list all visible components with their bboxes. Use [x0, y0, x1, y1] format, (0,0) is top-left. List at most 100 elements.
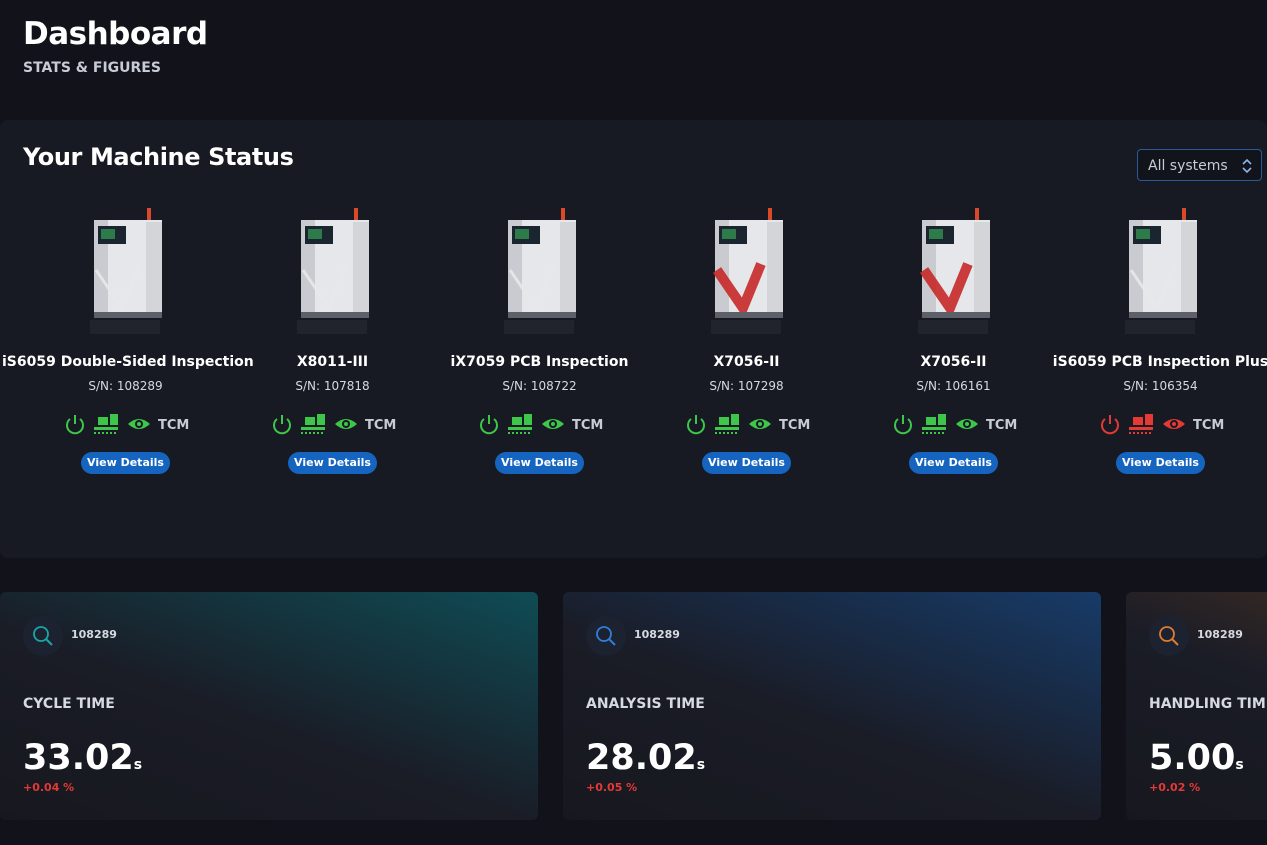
- machine-shape: [560, 222, 576, 312]
- machine-serial: S/N: 108722: [502, 379, 577, 393]
- metric-card: 108289 HANDLING TIME 5.00s +0.02 %: [1126, 592, 1267, 820]
- status-icons: TCM: [273, 414, 396, 435]
- status-icons: TCM: [66, 414, 189, 435]
- machine-name: X8011-III: [296, 354, 369, 370]
- machine-shape: [711, 320, 781, 334]
- machine-name: iS6059 PCB Inspection Plus: [1052, 354, 1267, 370]
- machine-shape: [504, 320, 574, 334]
- machine-shape: [768, 208, 772, 220]
- icon-handle: [45, 638, 53, 646]
- status-icon: [1101, 418, 1119, 435]
- status-icon: [137, 422, 141, 426]
- tcm-label: TCM: [572, 418, 603, 433]
- metric-value-row: 28.02s: [586, 738, 705, 778]
- icon-glass: [596, 626, 612, 642]
- status-icons: TCM: [687, 414, 810, 435]
- status-icons: TCM: [894, 414, 1017, 435]
- machine-shape: [918, 320, 988, 334]
- machine-shape: [715, 312, 783, 318]
- machine-shape: [301, 263, 349, 312]
- machine-shape: [146, 222, 162, 312]
- search-icon: [1149, 616, 1189, 656]
- status-icon: [1145, 414, 1153, 425]
- machine-shape: [508, 312, 576, 318]
- view-details-button[interactable]: View Details: [702, 452, 791, 474]
- view-details-button[interactable]: View Details: [909, 452, 998, 474]
- metric-value: 33.02: [23, 738, 134, 778]
- machine-image: [297, 208, 369, 334]
- status-icon: [1172, 422, 1176, 426]
- metric-change: +0.04 %: [23, 781, 75, 794]
- view-details-button[interactable]: View Details: [288, 452, 377, 474]
- tcm-label: TCM: [986, 418, 1017, 433]
- machine-shape: [922, 312, 990, 318]
- machine-shape: [561, 208, 565, 220]
- view-details-button[interactable]: View Details: [81, 452, 170, 474]
- metric-value: 5.00: [1149, 738, 1236, 778]
- machine-name: iS6059 Double-Sided Inspection: [2, 354, 254, 370]
- machine-shape: [90, 320, 160, 334]
- status-icon: [480, 418, 498, 435]
- machine-serial: S/N: 106161: [916, 379, 991, 393]
- view-details-button[interactable]: View Details: [1116, 452, 1205, 474]
- machine-id: 108289: [71, 628, 117, 641]
- machine-shape: [1129, 312, 1197, 318]
- icon-glass: [33, 626, 49, 642]
- status-icon: [110, 414, 118, 425]
- status-icon: [922, 427, 946, 430]
- icon-bg: [1149, 616, 1189, 656]
- machine-shape: [94, 312, 162, 318]
- tcm-label: TCM: [365, 418, 396, 433]
- system-filter[interactable]: All systems: [1137, 149, 1262, 181]
- metric-value-row: 5.00s: [1149, 738, 1244, 778]
- machine-serial: S/N: 107818: [295, 379, 370, 393]
- metric-unit: s: [696, 757, 706, 773]
- metric-label: CYCLE TIME: [23, 696, 115, 712]
- icon-handle: [608, 638, 616, 646]
- status-icon: [524, 414, 532, 425]
- machine-shape: [147, 208, 151, 220]
- machine-status-panel: Your Machine Status All systems iS6059 D…: [0, 120, 1267, 558]
- metric-change: +0.05 %: [586, 781, 638, 794]
- status-icon: [926, 417, 936, 425]
- machine-shape: [301, 312, 369, 318]
- machine-shape: [1136, 229, 1150, 239]
- status-icon: [301, 427, 325, 430]
- machine-shape: [712, 262, 766, 319]
- machine-shape: [767, 222, 783, 312]
- icon-bg: [23, 616, 63, 656]
- status-icon: [512, 417, 522, 425]
- machine-shape: [297, 320, 367, 334]
- machine-shape: [354, 208, 358, 220]
- tcm-label: TCM: [158, 418, 189, 433]
- view-details-button[interactable]: View Details: [495, 452, 584, 474]
- machine-serial: S/N: 107298: [709, 379, 784, 393]
- machine-shape: [308, 229, 322, 239]
- search-icon: [586, 616, 626, 656]
- machine-shape: [975, 208, 979, 220]
- machine-shape: [1181, 222, 1197, 312]
- machine-image: [504, 208, 576, 334]
- status-icons: TCM: [1101, 414, 1224, 435]
- tcm-label: TCM: [1193, 418, 1224, 433]
- machine-shape: [1129, 263, 1177, 312]
- machine-image: [711, 208, 783, 334]
- page-subtitle: STATS & FIGURES: [23, 60, 161, 76]
- machine-id: 108289: [634, 628, 680, 641]
- metric-card: 108289 CYCLE TIME 33.02s +0.04 %: [0, 592, 538, 820]
- machine-shape: [101, 229, 115, 239]
- metric-label: HANDLING TIME: [1149, 696, 1267, 712]
- status-icon: [965, 422, 969, 426]
- icon-glass: [1159, 626, 1175, 642]
- status-icon: [66, 418, 84, 435]
- status-icon: [758, 422, 762, 426]
- status-icon: [1129, 427, 1153, 430]
- metric-unit: s: [1235, 757, 1244, 773]
- status-icon: [94, 427, 118, 430]
- status-icon: [894, 418, 912, 435]
- machine-name: X7056-II: [713, 354, 780, 370]
- metric-change: +0.02 %: [1149, 781, 1201, 794]
- status-icon: [508, 427, 532, 430]
- machine-shape: [515, 229, 529, 239]
